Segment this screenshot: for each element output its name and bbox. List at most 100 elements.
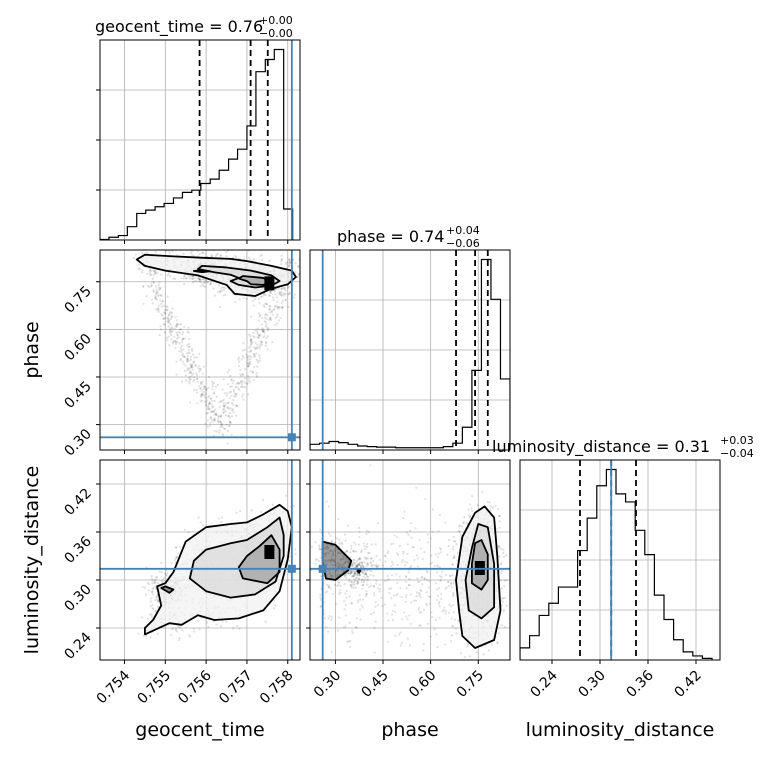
scatter-point	[207, 625, 210, 629]
scatter-point	[429, 562, 432, 565]
scatter-point	[451, 624, 454, 628]
scatter-point	[361, 564, 365, 567]
scatter-point	[287, 305, 290, 309]
scatter-point	[482, 653, 485, 656]
scatter-point	[416, 565, 420, 568]
scatter-point	[362, 569, 365, 572]
scatter-point	[166, 571, 169, 575]
scatter-point	[334, 548, 337, 551]
scatter-point	[366, 574, 369, 578]
scatter-point	[353, 578, 356, 581]
scatter-point	[370, 569, 373, 573]
scatter-point	[137, 267, 140, 270]
scatter-point	[386, 574, 389, 578]
scatter-point	[217, 415, 220, 419]
scatter-point	[258, 302, 261, 305]
scatter-point	[218, 405, 221, 408]
scatter-point	[217, 421, 220, 424]
scatter-point	[142, 285, 145, 288]
scatter-point	[403, 564, 407, 567]
scatter-point	[175, 555, 179, 558]
scatter-point	[354, 572, 357, 575]
scatter-point	[215, 253, 218, 256]
scatter-point	[204, 422, 207, 425]
scatter-point	[344, 550, 347, 553]
scatter-point	[162, 311, 166, 314]
scatter-point	[284, 289, 287, 292]
scatter-point	[186, 357, 189, 360]
scatter-point	[265, 342, 268, 345]
scatter-point	[469, 516, 472, 519]
scatter-point	[331, 592, 335, 596]
scatter-point	[366, 542, 369, 546]
scatter-point	[438, 566, 442, 569]
scatter-point	[383, 554, 387, 557]
scatter-point	[327, 585, 331, 588]
scatter-point	[406, 561, 409, 564]
scatter-point	[265, 303, 269, 306]
scatter-point	[501, 596, 504, 600]
scatter-point	[233, 395, 236, 398]
scatter-point	[225, 255, 228, 258]
scatter-point	[192, 627, 195, 631]
scatter-point	[166, 274, 169, 277]
scatter-point	[314, 562, 317, 566]
scatter-point	[208, 395, 211, 398]
scatter-point	[146, 617, 150, 620]
scatter-point	[168, 275, 172, 278]
scatter-point	[393, 604, 396, 607]
scatter-point	[378, 583, 381, 586]
scatter-point	[146, 284, 150, 287]
scatter-point	[418, 624, 421, 627]
scatter-point	[327, 586, 330, 589]
scatter-point	[338, 538, 341, 541]
scatter-point	[238, 360, 241, 363]
scatter-point	[263, 320, 266, 323]
scatter-point	[345, 589, 348, 593]
scatter-point	[470, 495, 474, 498]
scatter-point	[169, 323, 172, 326]
scatter-point	[156, 632, 159, 636]
scatter-point	[386, 551, 389, 554]
scatter-point	[280, 293, 283, 296]
scatter-point	[330, 555, 334, 558]
scatter-point	[347, 571, 350, 575]
scatter-point	[412, 599, 415, 602]
scatter-point	[201, 278, 204, 281]
scatter-point	[256, 336, 259, 339]
scatter-point	[452, 591, 455, 595]
scatter-point	[174, 324, 178, 327]
scatter-point	[326, 547, 330, 550]
scatter-point	[355, 565, 358, 568]
scatter-point	[262, 329, 265, 333]
scatter-point	[274, 323, 277, 326]
scatter-point	[237, 364, 240, 368]
scatter-point	[237, 387, 240, 390]
scatter-point	[429, 595, 432, 599]
scatter-point	[357, 601, 360, 604]
density-peak-cell	[264, 545, 275, 559]
scatter-point	[364, 571, 368, 574]
scatter-point	[209, 421, 212, 424]
scatter-point	[208, 402, 211, 406]
title-geocent-time-main: geocent_time = 0.76	[95, 17, 263, 37]
scatter-point	[402, 552, 405, 555]
scatter-point	[195, 279, 198, 282]
scatter-point	[406, 543, 409, 546]
scatter-point	[236, 624, 239, 628]
scatter-point	[378, 558, 382, 561]
scatter-point	[411, 545, 414, 548]
scatter-point	[219, 414, 223, 417]
scatter-point	[344, 592, 347, 595]
scatter-point	[386, 612, 389, 615]
scatter-point	[175, 546, 178, 549]
scatter-point	[218, 290, 222, 293]
scatter-point	[403, 611, 406, 614]
scatter-point	[168, 251, 171, 254]
scatter-point	[160, 302, 163, 306]
scatter-point	[168, 318, 171, 321]
scatter-point	[270, 310, 274, 314]
scatter-point	[349, 583, 352, 587]
scatter-point	[227, 425, 230, 428]
scatter-point	[218, 431, 221, 434]
